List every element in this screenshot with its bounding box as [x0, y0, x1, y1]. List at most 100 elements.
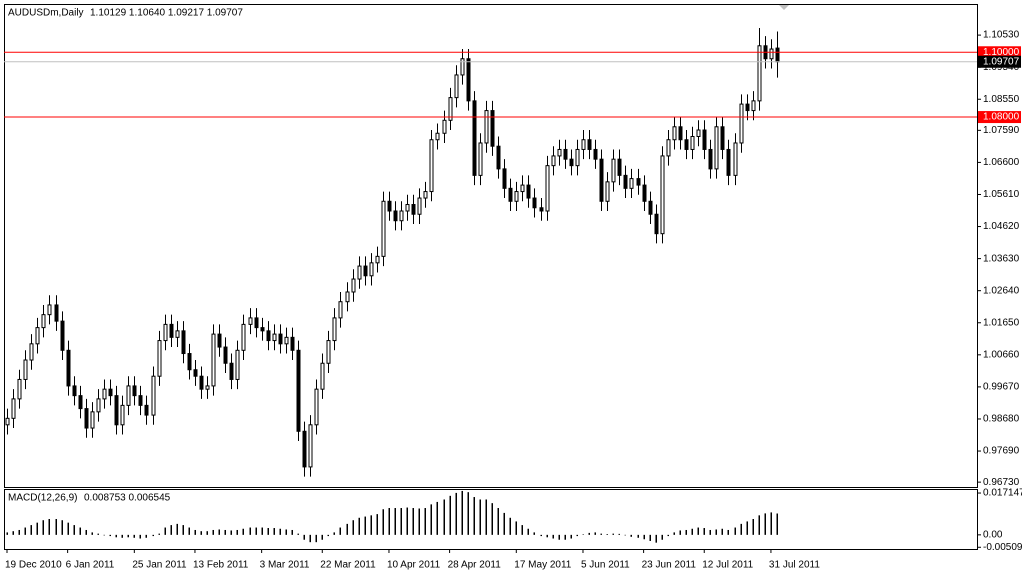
candle-body — [508, 187, 513, 202]
candle-body — [769, 48, 774, 60]
y-tick-label: 0.98680 — [983, 414, 1020, 425]
candle-body — [484, 110, 489, 144]
macd-bar — [309, 534, 311, 543]
macd-bar — [315, 534, 317, 543]
y-tick-label: -0.005093 — [983, 542, 1022, 553]
macd-bar — [30, 525, 32, 535]
candle-body — [169, 323, 174, 338]
macd-bar — [67, 522, 69, 535]
candle-body — [126, 385, 131, 406]
macd-bar — [503, 512, 505, 535]
candle-body — [108, 388, 113, 397]
macd-bar — [285, 529, 287, 535]
candle-body — [545, 165, 550, 212]
candle-body — [702, 129, 707, 150]
macd-bar — [236, 529, 238, 535]
macd-bar — [152, 534, 154, 537]
candle-body — [363, 265, 368, 277]
macd-bar — [540, 534, 542, 537]
y-tick-label: 1.01650 — [983, 317, 1020, 328]
y-tick-label: 1.08550 — [983, 94, 1020, 105]
y-tick-label: 1.00660 — [983, 349, 1020, 360]
candle-body — [41, 314, 46, 329]
candle-body — [429, 139, 434, 193]
candle-body — [411, 204, 416, 215]
candle-body — [520, 184, 525, 193]
macd-bar — [115, 534, 117, 538]
macd-bar — [358, 517, 360, 535]
level-tag — [978, 111, 1021, 124]
candle-body — [151, 375, 156, 416]
candle-body — [320, 362, 325, 390]
x-tick-label: 3 Mar 2011 — [260, 560, 310, 571]
main-panel — [4, 4, 978, 488]
macd-bar — [303, 534, 305, 540]
candle-body — [11, 398, 16, 419]
macd-bar — [515, 521, 517, 535]
macd-bar — [48, 519, 50, 535]
macd-bar — [188, 527, 190, 535]
level-tag — [978, 46, 1021, 59]
candle-body — [745, 103, 750, 112]
candle-body — [593, 148, 598, 160]
macd-bar — [370, 515, 372, 535]
bid-tag — [978, 55, 1021, 68]
y-tick-label: 1.04620 — [983, 221, 1020, 232]
macd-bar — [752, 519, 754, 535]
x-tick-label: 13 Feb 2011 — [193, 560, 249, 571]
x-tick-label: 23 Jun 2011 — [642, 560, 697, 571]
candle-body — [302, 430, 307, 468]
macd-bar — [491, 503, 493, 535]
quote: 1.10129 1.10640 1.09217 1.09707 — [90, 8, 243, 19]
candle-body — [496, 145, 501, 170]
macd-bar — [685, 529, 687, 535]
candle-body — [260, 327, 265, 332]
macd-bar — [230, 530, 232, 535]
macd-bar — [546, 534, 548, 538]
macd-bar — [218, 529, 220, 535]
candle-body — [90, 411, 95, 429]
candle-body — [248, 317, 253, 325]
candle-body — [617, 158, 622, 176]
candle-body — [551, 155, 556, 167]
macd-bar — [394, 508, 396, 535]
candle-body — [60, 320, 65, 351]
macd-bar — [588, 532, 590, 535]
candle-body — [660, 155, 665, 235]
candle-body — [175, 330, 180, 338]
macd-bar — [267, 528, 269, 535]
candle-body — [345, 291, 350, 303]
macd-bar — [200, 531, 202, 535]
macd-bar — [594, 532, 596, 535]
x-tick-label: 28 Apr 2011 — [448, 560, 502, 571]
macd-bar — [412, 508, 414, 535]
candle-body — [611, 158, 616, 183]
macd-bar — [740, 523, 742, 535]
candle-body — [72, 385, 77, 397]
candle-body — [557, 148, 562, 157]
macd-bar — [576, 534, 578, 537]
macd-bar — [206, 531, 208, 535]
macd-bar — [127, 534, 129, 538]
candle-body — [478, 142, 483, 176]
macd-bar — [346, 523, 348, 535]
macd-bar — [776, 513, 778, 535]
y-tick-label: 0.00 — [983, 529, 1003, 540]
macd-bar — [715, 529, 717, 535]
candle-body — [138, 395, 143, 406]
macd-bar — [691, 528, 693, 535]
macd-bar — [97, 533, 99, 535]
candle-body — [290, 336, 295, 351]
candle-body — [423, 191, 428, 199]
macd-bar — [321, 534, 323, 540]
macd-bar — [473, 497, 475, 535]
y-tick-label: 1.06600 — [983, 157, 1020, 168]
candle-body — [78, 395, 83, 410]
candle-body — [132, 385, 137, 397]
candle-body — [66, 349, 71, 387]
macd-bar — [436, 501, 438, 535]
candle-body — [575, 148, 580, 167]
macd-bar — [673, 532, 675, 535]
candle-body — [454, 74, 459, 99]
macd-bar — [279, 528, 281, 535]
